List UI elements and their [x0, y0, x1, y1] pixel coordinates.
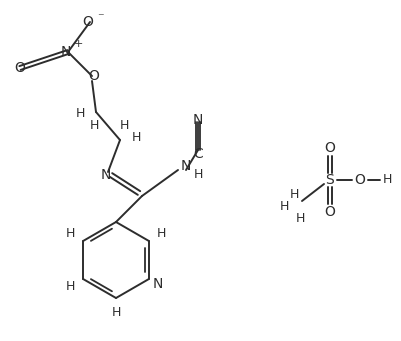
Text: O: O: [324, 205, 334, 219]
Text: H: H: [75, 107, 85, 120]
Text: H: H: [111, 307, 120, 320]
Text: S: S: [325, 173, 334, 187]
Text: N: N: [192, 113, 203, 127]
Text: O: O: [82, 15, 93, 29]
Text: H: H: [131, 132, 140, 145]
Text: H: H: [289, 189, 298, 202]
Text: H: H: [295, 212, 304, 225]
Text: H: H: [381, 174, 391, 187]
Text: O: O: [354, 173, 365, 187]
Text: H: H: [119, 119, 128, 133]
Text: N: N: [61, 45, 71, 59]
Text: O: O: [324, 141, 334, 155]
Text: O: O: [88, 69, 99, 83]
Text: N: N: [152, 277, 162, 291]
Text: C: C: [192, 147, 203, 161]
Text: O: O: [14, 61, 25, 75]
Text: H: H: [279, 201, 288, 213]
Text: H: H: [157, 227, 166, 240]
Text: ⁻: ⁻: [97, 12, 103, 25]
Text: N: N: [180, 159, 191, 173]
Text: H: H: [89, 119, 98, 133]
Text: N: N: [101, 168, 111, 182]
Text: H: H: [65, 280, 75, 293]
Text: +: +: [73, 39, 83, 49]
Text: H: H: [65, 227, 75, 240]
Text: H: H: [193, 168, 202, 181]
